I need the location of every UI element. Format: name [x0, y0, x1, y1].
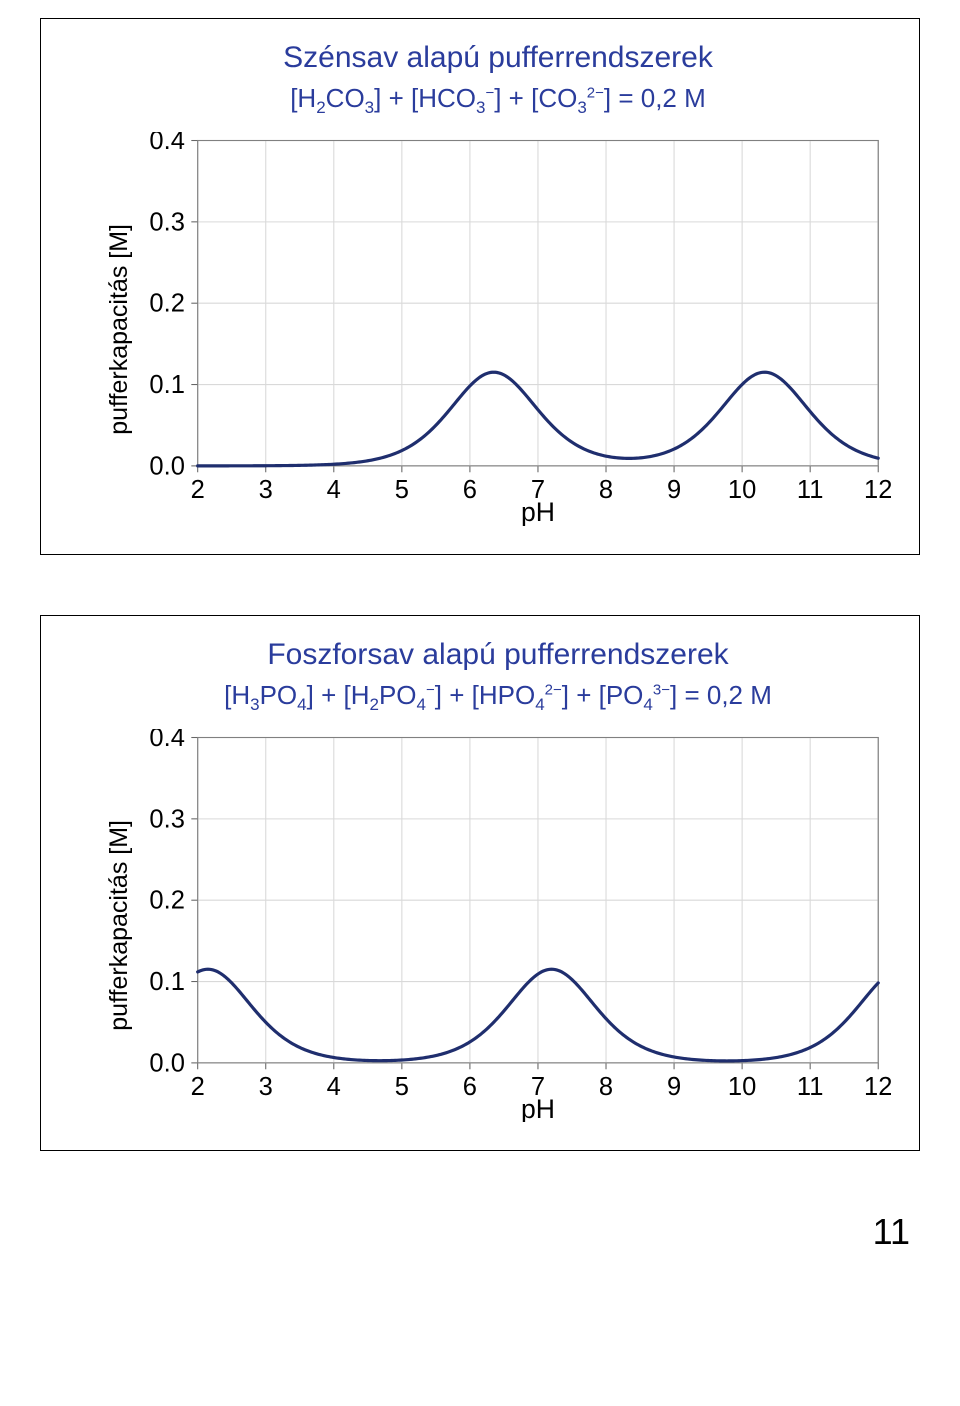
svg-text:0.2: 0.2 — [149, 290, 184, 318]
chart2-subtitle: [H3PO4] + [H2PO4−] + [HPO42−] + [PO43−] … — [105, 680, 891, 715]
svg-text:0.2: 0.2 — [149, 887, 184, 915]
svg-text:0.0: 0.0 — [149, 1049, 184, 1077]
svg-text:pH: pH — [521, 1094, 555, 1122]
svg-text:0.1: 0.1 — [149, 968, 184, 996]
svg-text:12: 12 — [864, 1073, 891, 1101]
svg-text:0.0: 0.0 — [149, 453, 184, 481]
svg-text:3: 3 — [259, 1073, 273, 1101]
svg-text:5: 5 — [395, 1073, 409, 1101]
chart1-subtitle: [H2CO3] + [HCO3−] + [CO32−] = 0,2 M — [105, 83, 891, 118]
svg-text:11: 11 — [797, 1073, 824, 1101]
chart1-plot: 234567891011120.00.10.20.30.4pH — [136, 132, 891, 525]
svg-text:0.3: 0.3 — [149, 209, 184, 237]
svg-text:11: 11 — [797, 476, 824, 504]
svg-text:0.1: 0.1 — [149, 371, 184, 399]
page-number: 11 — [0, 1211, 960, 1253]
svg-text:3: 3 — [259, 476, 273, 504]
svg-text:0.3: 0.3 — [149, 805, 184, 833]
svg-text:10: 10 — [728, 1073, 756, 1101]
svg-text:2: 2 — [191, 476, 205, 504]
svg-text:4: 4 — [327, 476, 341, 504]
chart2-title: Foszforsav alapú pufferrendszerek — [105, 638, 891, 672]
chart1-title: Szénsav alapú pufferrendszerek — [105, 41, 891, 75]
svg-text:5: 5 — [395, 476, 409, 504]
svg-text:2: 2 — [191, 1073, 205, 1101]
chart2-plot: 234567891011120.00.10.20.30.4pH — [136, 729, 891, 1122]
svg-text:4: 4 — [327, 1073, 341, 1101]
svg-text:9: 9 — [667, 476, 681, 504]
svg-text:6: 6 — [463, 1073, 477, 1101]
panel-phosphate: Foszforsav alapú pufferrendszerek [H3PO4… — [40, 615, 920, 1152]
svg-text:pH: pH — [521, 497, 555, 525]
svg-text:0.4: 0.4 — [149, 729, 184, 752]
chart2-ylabel: pufferkapacitás [M] — [105, 820, 134, 1031]
svg-text:0.4: 0.4 — [149, 132, 184, 155]
svg-text:12: 12 — [864, 476, 891, 504]
svg-text:6: 6 — [463, 476, 477, 504]
svg-text:8: 8 — [599, 476, 613, 504]
svg-text:10: 10 — [728, 476, 756, 504]
chart1-ylabel: pufferkapacitás [M] — [105, 224, 134, 435]
svg-text:9: 9 — [667, 1073, 681, 1101]
panel-carbonate: Szénsav alapú pufferrendszerek [H2CO3] +… — [40, 18, 920, 555]
svg-text:8: 8 — [599, 1073, 613, 1101]
